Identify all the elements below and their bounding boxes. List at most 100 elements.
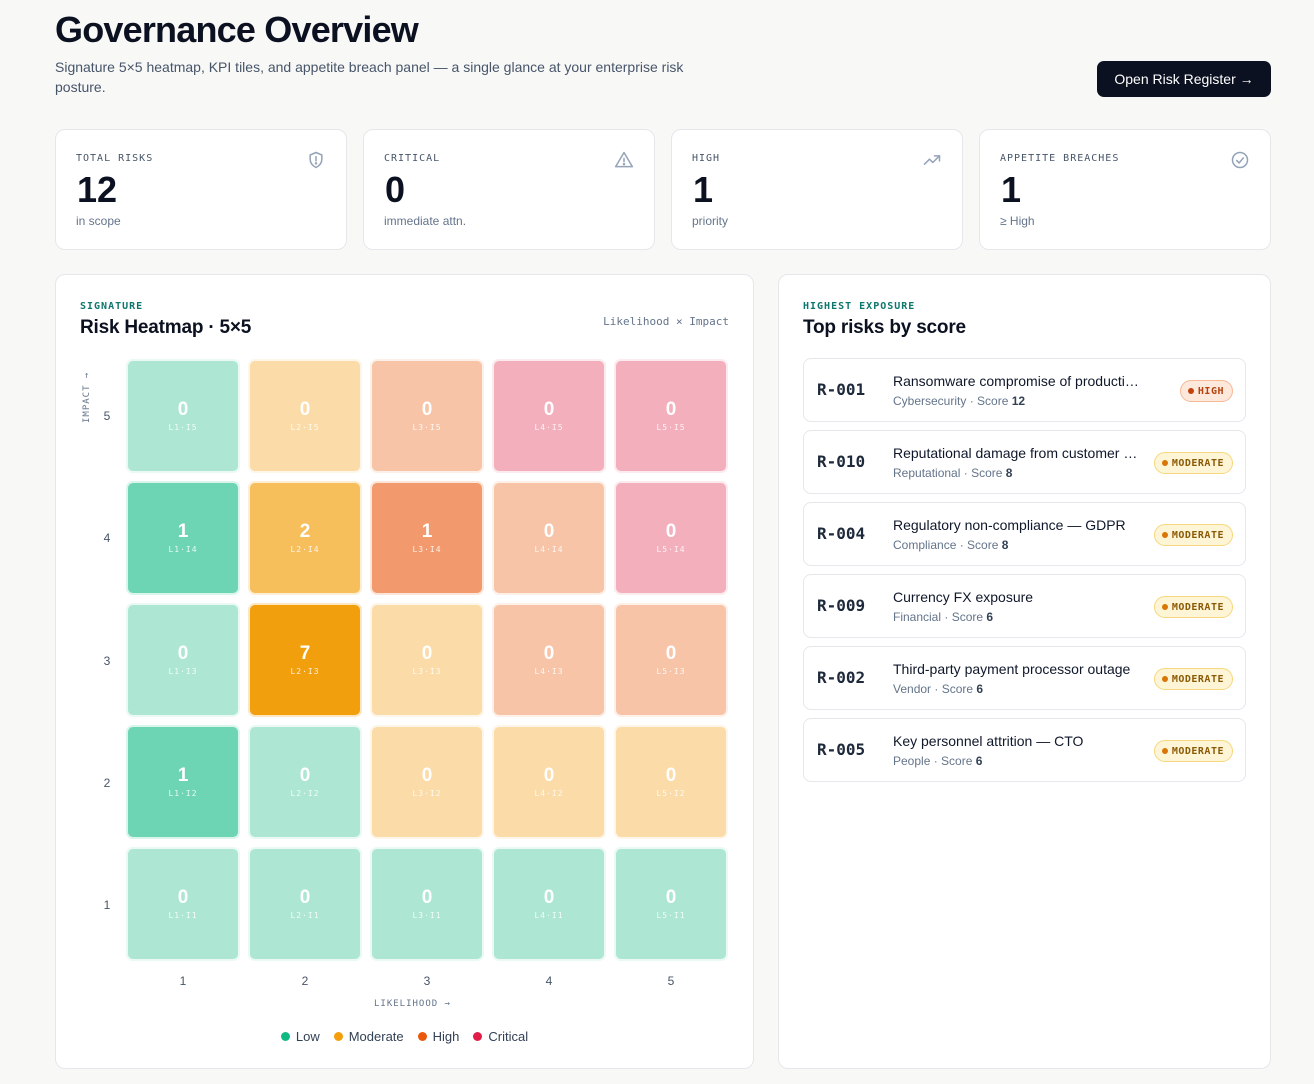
kpi-label: HIGH — [692, 153, 721, 164]
risk-id: R-004 — [817, 524, 866, 543]
heatmap-cell[interactable]: 0 L5·I1 — [614, 847, 728, 961]
heatmap-cell-count: 0 — [543, 887, 555, 908]
heatmap-title: Risk Heatmap · 5×5 — [80, 317, 252, 338]
heatmap-cell-count: 0 — [177, 399, 189, 420]
heatmap-cell[interactable]: 0 L5·I2 — [614, 725, 728, 839]
heatmap-cell-code: L3·I4 — [412, 545, 442, 554]
heatmap-cell[interactable]: 0 L4·I5 — [492, 359, 606, 473]
risk-name: Reputational damage from customer data i… — [893, 445, 1145, 461]
kpi-critical: CRITICAL 0 immediate attn. — [363, 129, 655, 250]
heatmap-cell[interactable]: 2 L2·I4 — [248, 481, 362, 595]
heatmap-cell[interactable]: 0 L3·I5 — [370, 359, 484, 473]
heatmap-cell-count: 1 — [421, 521, 433, 542]
heatmap-cell[interactable]: 0 L5·I5 — [614, 359, 728, 473]
legend-label: Moderate — [348, 1029, 404, 1044]
heatmap-cell[interactable]: 0 L2·I5 — [248, 359, 362, 473]
risk-meta: Financial · Score 6 — [893, 610, 994, 624]
legend-swatch — [280, 1032, 290, 1041]
heatmap-cell-code: L2·I2 — [290, 789, 320, 798]
risk-card[interactable]: R-002 Third-party payment processor outa… — [803, 646, 1246, 710]
heatmap-cell-count: 0 — [665, 643, 677, 664]
risk-id: R-001 — [817, 380, 866, 399]
risk-card[interactable]: R-005 Key personnel attrition — CTO Peop… — [803, 718, 1246, 782]
risk-meta: Compliance · Score 8 — [893, 538, 1009, 552]
heatmap-cell-code: L2·I1 — [290, 911, 320, 920]
kpi-label: TOTAL RISKS — [76, 153, 154, 164]
heatmap-cell-count: 1 — [177, 765, 189, 786]
heatmap-cell[interactable]: 0 L1·I1 — [126, 847, 240, 961]
heatmap-cell[interactable]: 0 L3·I1 — [370, 847, 484, 961]
legend-swatch — [417, 1032, 427, 1041]
heatmap-cell-count: 0 — [421, 887, 433, 908]
heatmap-cell-code: L1·I3 — [168, 667, 198, 676]
y-axis-title: IMPACT → — [82, 371, 92, 423]
legend-swatch — [333, 1032, 343, 1041]
heatmap-cell[interactable]: 0 L1·I3 — [126, 603, 240, 717]
risk-meta: People · Score 6 — [893, 754, 983, 768]
heatmap-cell[interactable]: 0 L4·I3 — [492, 603, 606, 717]
heatmap-legend: Low Moderate High Critical — [56, 1029, 753, 1044]
risk-meta: Reputational · Score 8 — [893, 466, 1013, 480]
risk-name: Currency FX exposure — [893, 589, 1034, 605]
heatmap-cell[interactable]: 1 L1·I4 — [126, 481, 240, 595]
open-risk-register-button[interactable]: Open Risk Register → — [1097, 61, 1271, 97]
heatmap-cell-code: L5·I5 — [656, 423, 686, 432]
heatmap-cell-count: 0 — [299, 399, 311, 420]
heatmap-cell[interactable]: 0 L4·I1 — [492, 847, 606, 961]
legend-item-low: Low — [280, 1029, 320, 1044]
kpi-value: 12 — [77, 169, 118, 210]
heatmap-cell-code: L2·I4 — [290, 545, 320, 554]
kpi-label: CRITICAL — [384, 153, 441, 164]
heatmap-cell[interactable]: 0 L1·I5 — [126, 359, 240, 473]
risk-card[interactable]: R-009 Currency FX exposure Financial · S… — [803, 574, 1246, 638]
heatmap-cell[interactable]: 0 L5·I3 — [614, 603, 728, 717]
risk-card[interactable]: R-010 Reputational damage from customer … — [803, 430, 1246, 494]
heatmap-cell-count: 0 — [665, 399, 677, 420]
heatmap-cell-count: 0 — [177, 643, 189, 664]
heatmap-cell-code: L1·I5 — [168, 423, 198, 432]
heatmap-cell-count: 0 — [543, 765, 555, 786]
risk-meta: Vendor · Score 6 — [893, 682, 984, 696]
risk-id: R-009 — [817, 596, 866, 615]
risk-card[interactable]: R-001 Ransomware compromise of productio… — [803, 358, 1246, 422]
heatmap-cell[interactable]: 0 L2·I1 — [248, 847, 362, 961]
heatmap-cell[interactable]: 1 L1·I2 — [126, 725, 240, 839]
page-title: Governance Overview — [55, 9, 419, 50]
heatmap-cell-code: L2·I5 — [290, 423, 320, 432]
heatmap-cell-count: 7 — [299, 643, 311, 664]
heatmap-cell[interactable]: 0 L3·I2 — [370, 725, 484, 839]
heatmap-cell[interactable]: 0 L5·I4 — [614, 481, 728, 595]
risk-name: Third-party payment processor outage — [893, 661, 1131, 677]
risk-card[interactable]: R-004 Regulatory non-compliance — GDPR C… — [803, 502, 1246, 566]
heatmap-cell-code: L1·I2 — [168, 789, 198, 798]
x-tick-label: 2 — [301, 974, 309, 988]
legend-label: Critical — [488, 1029, 529, 1044]
heatmap-cell[interactable]: 0 L4·I2 — [492, 725, 606, 839]
heatmap-cell-count: 0 — [543, 399, 555, 420]
legend-item-high: High — [417, 1029, 459, 1044]
kpi-note: priority — [692, 214, 729, 228]
heatmap-cell-count: 0 — [543, 643, 555, 664]
x-tick-label: 1 — [179, 974, 187, 988]
risk-meta: Cybersecurity · Score 12 — [893, 394, 1026, 408]
y-tick-label: 4 — [103, 531, 111, 545]
heatmap-eyebrow: SIGNATURE — [80, 301, 144, 312]
heatmap-cell-code: L5·I2 — [656, 789, 686, 798]
kpi-high: HIGH 1 priority — [671, 129, 963, 250]
kpi-total-risks: TOTAL RISKS 12 in scope — [55, 129, 347, 250]
heatmap-cell-code: L2·I3 — [290, 667, 320, 676]
heatmap-cell[interactable]: 1 L3·I4 — [370, 481, 484, 595]
heatmap-cell[interactable]: 0 L4·I4 — [492, 481, 606, 595]
shield-icon — [309, 151, 323, 169]
top-risks-eyebrow: HIGHEST EXPOSURE — [803, 301, 916, 312]
kpi-note: in scope — [76, 214, 121, 228]
kpi-value: 0 — [385, 169, 406, 210]
heatmap-cell[interactable]: 7 L2·I3 — [248, 603, 362, 717]
y-tick-label: 2 — [103, 776, 111, 790]
heatmap-cell[interactable]: 0 L3·I3 — [370, 603, 484, 717]
heatmap-cell-count: 0 — [299, 887, 311, 908]
heatmap-cell-count: 2 — [299, 521, 311, 542]
heatmap-cell-code: L4·I4 — [534, 545, 564, 554]
heatmap-cell[interactable]: 0 L2·I2 — [248, 725, 362, 839]
heatmap-cell-count: 1 — [177, 521, 189, 542]
